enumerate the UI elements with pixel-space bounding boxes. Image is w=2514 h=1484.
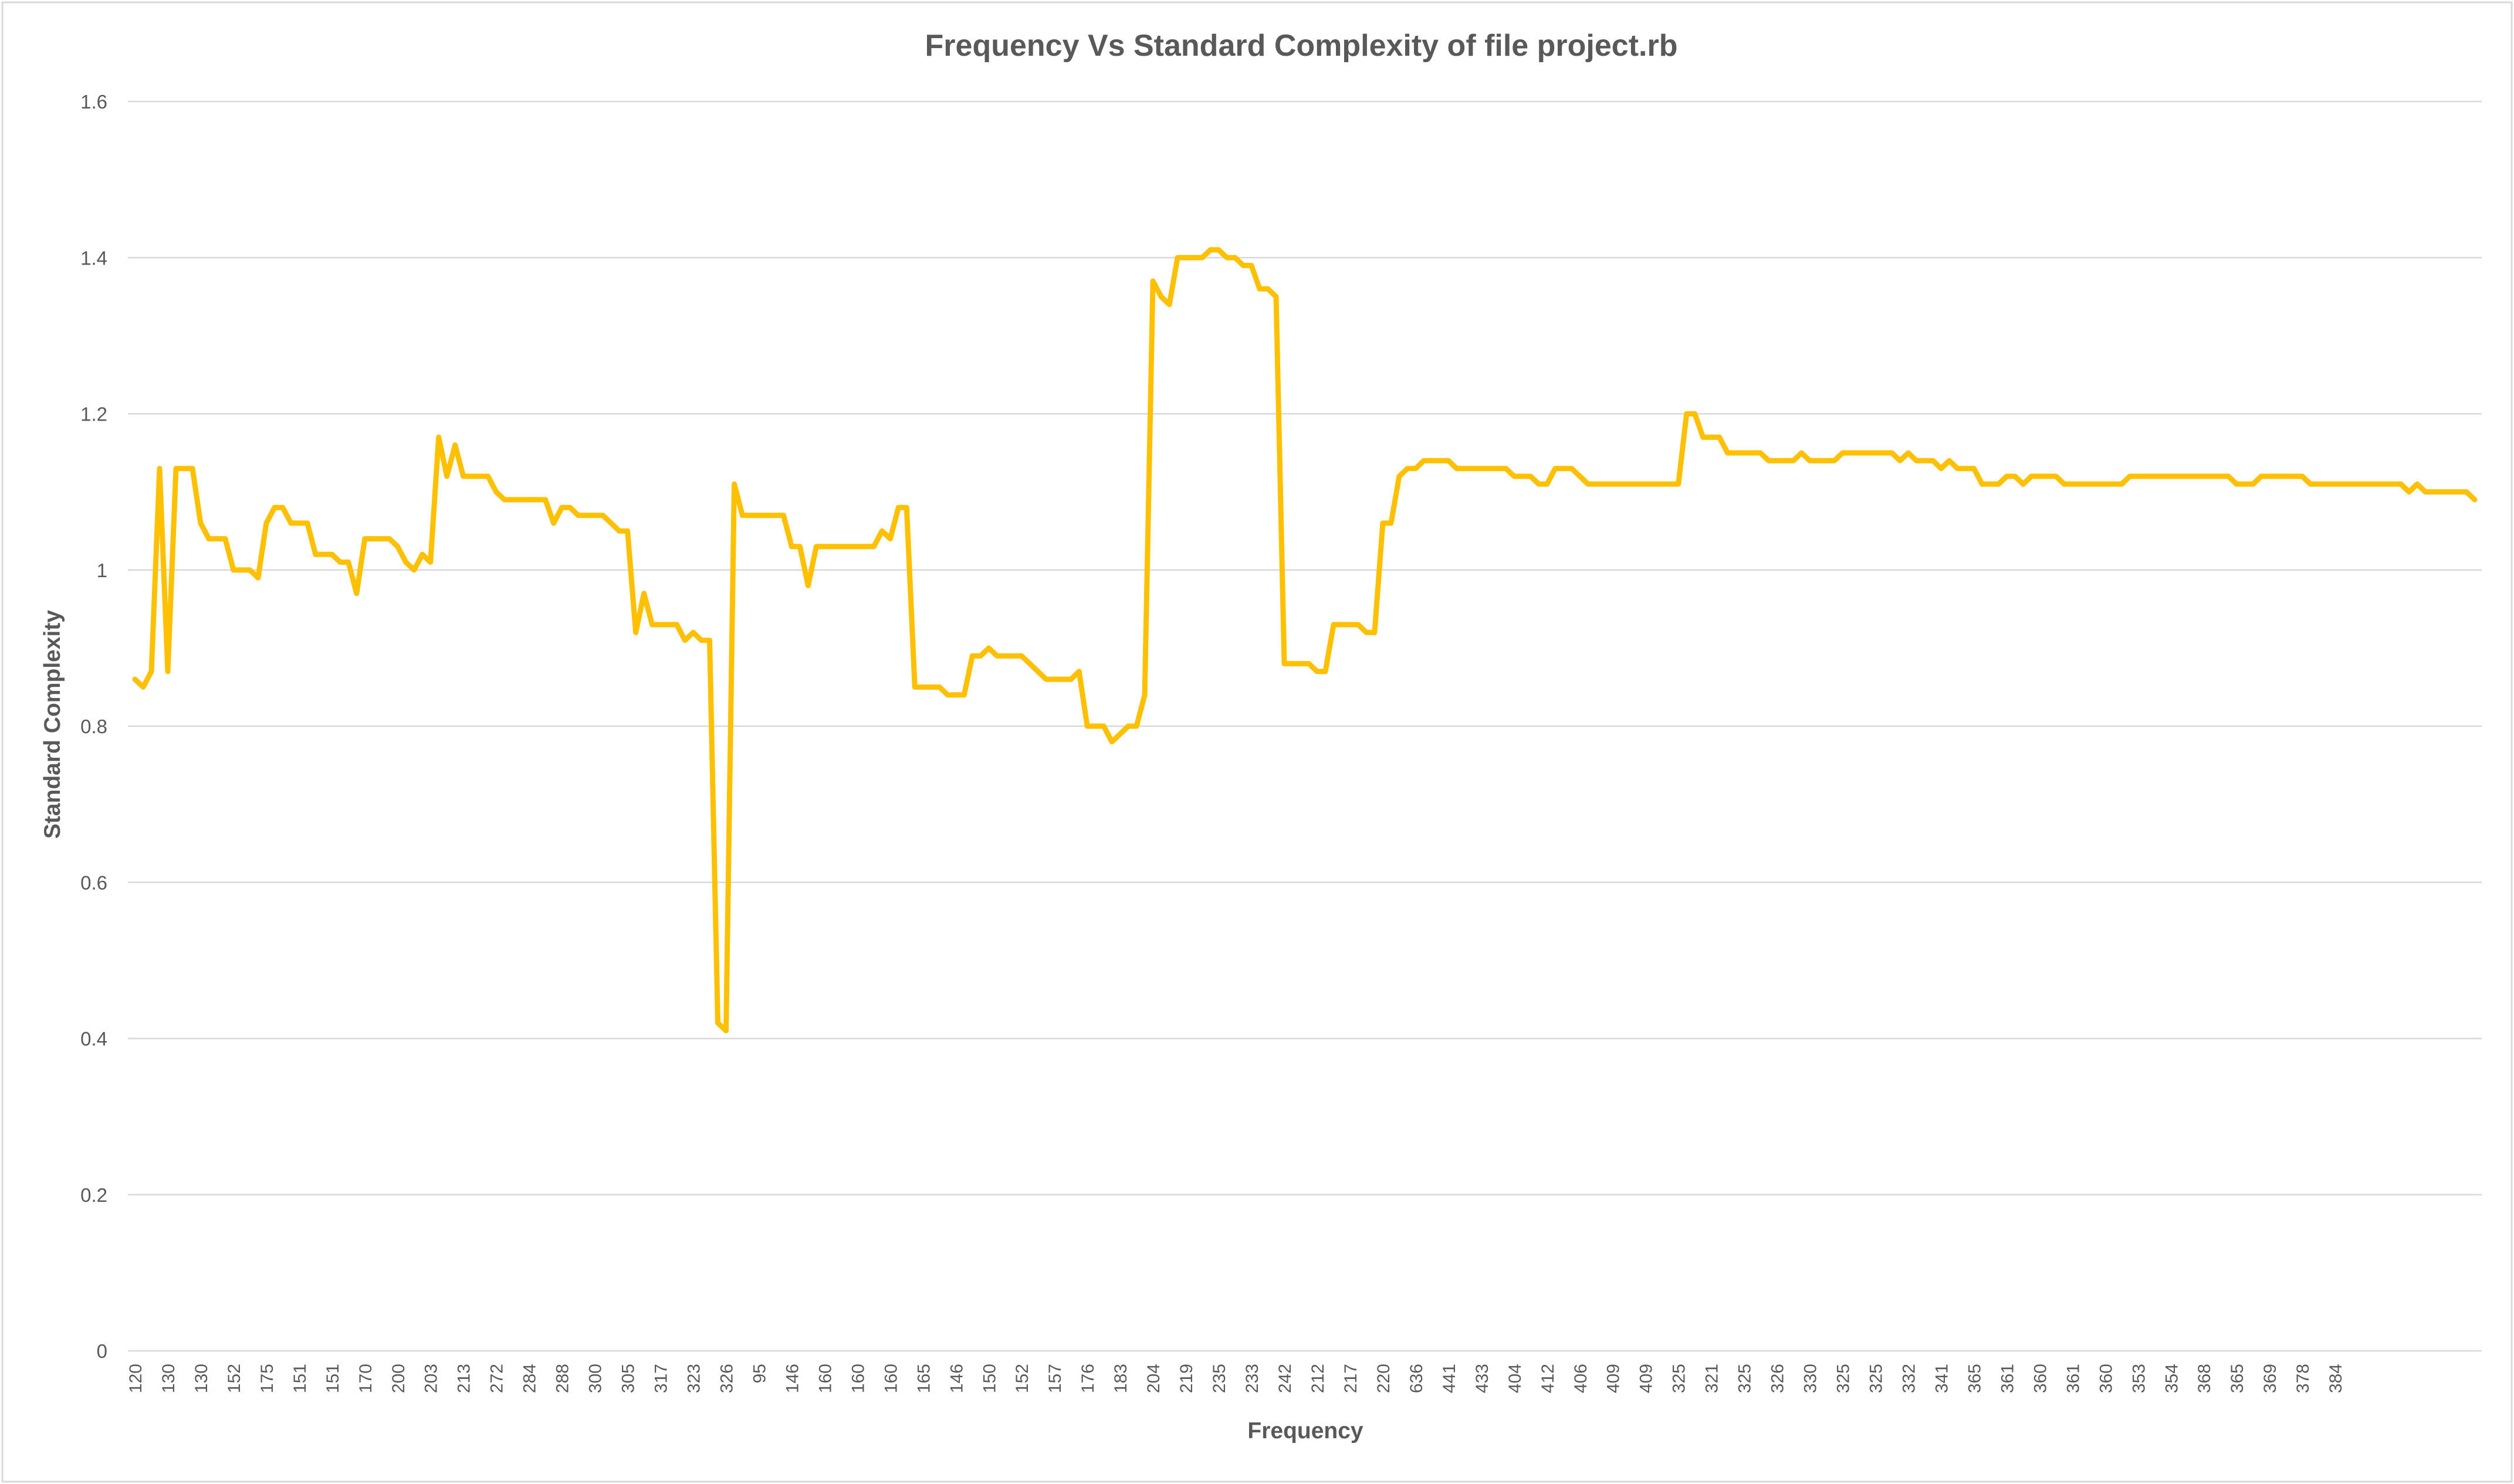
x-tick-label: 160 <box>848 1364 868 1393</box>
x-tick-label: 365 <box>2228 1364 2247 1393</box>
x-tick-label: 203 <box>422 1364 441 1393</box>
x-tick-label: 151 <box>323 1364 343 1393</box>
x-tick-label: 212 <box>1308 1364 1328 1393</box>
x-tick-label: 217 <box>1341 1364 1361 1393</box>
x-tick-label: 636 <box>1407 1364 1426 1393</box>
x-tick-label: 146 <box>783 1364 802 1393</box>
x-tick-label: 330 <box>1801 1364 1821 1393</box>
x-tick-label: 272 <box>488 1364 507 1393</box>
x-tick-label: 130 <box>192 1364 211 1393</box>
x-tick-label: 361 <box>1998 1364 2017 1393</box>
x-axis-tick-labels: 120 130 130 152 175 151 151 170 200 203 213 272 284 2… <box>126 1364 2346 1393</box>
x-tick-label: 360 <box>2031 1364 2050 1393</box>
x-tick-label: 160 <box>816 1364 835 1393</box>
x-tick-label: 361 <box>2063 1364 2083 1393</box>
x-tick-label: 165 <box>914 1364 933 1393</box>
x-tick-label: 204 <box>1144 1364 1163 1393</box>
y-axis-title: Standard Complexity <box>40 610 65 839</box>
y-tick-label: 0.2 <box>80 1184 107 1206</box>
y-tick-label: 1.6 <box>80 91 107 113</box>
x-tick-label: 409 <box>1604 1364 1623 1393</box>
x-tick-label: 369 <box>2261 1364 2280 1393</box>
x-tick-label: 365 <box>1965 1364 1984 1393</box>
x-tick-label: 284 <box>520 1364 540 1393</box>
x-tick-label: 368 <box>2195 1364 2214 1393</box>
x-tick-label: 242 <box>1275 1364 1295 1393</box>
series-layer <box>132 247 2478 1034</box>
y-tick-label: 1.4 <box>80 247 107 269</box>
x-tick-label: 384 <box>2326 1364 2346 1393</box>
x-tick-label: 152 <box>1013 1364 1032 1393</box>
y-tick-label: 1.2 <box>80 404 107 425</box>
x-tick-label: 325 <box>1834 1364 1853 1393</box>
gridlines <box>128 100 2482 1352</box>
x-tick-label: 233 <box>1243 1364 1262 1393</box>
x-tick-label: 404 <box>1505 1364 1525 1393</box>
x-tick-label: 332 <box>1900 1364 1919 1393</box>
y-tick-label: 0.8 <box>80 716 107 737</box>
x-tick-label: 341 <box>1933 1364 1952 1393</box>
x-tick-label: 323 <box>685 1364 704 1393</box>
x-tick-label: 200 <box>389 1364 408 1393</box>
x-tick-label: 220 <box>1374 1364 1393 1393</box>
x-tick-label: 360 <box>2096 1364 2116 1393</box>
x-tick-label: 175 <box>258 1364 277 1393</box>
x-tick-label: 409 <box>1637 1364 1656 1393</box>
y-tick-label: 1 <box>97 560 107 581</box>
x-tick-label: 235 <box>1210 1364 1229 1393</box>
y-tick-label: 0 <box>97 1340 107 1362</box>
x-tick-label: 300 <box>586 1364 605 1393</box>
y-tick-label: 0.4 <box>80 1028 107 1050</box>
x-tick-label: 353 <box>2129 1364 2148 1393</box>
x-tick-label: 160 <box>881 1364 901 1393</box>
x-tick-label: 213 <box>455 1364 474 1393</box>
series-line <box>132 247 2478 1034</box>
x-tick-label: 412 <box>1538 1364 1558 1393</box>
x-tick-label: 219 <box>1177 1364 1196 1393</box>
x-tick-label: 120 <box>126 1364 146 1393</box>
x-tick-label: 305 <box>619 1364 638 1393</box>
x-tick-label: 150 <box>980 1364 999 1393</box>
x-tick-label: 321 <box>1703 1364 1722 1393</box>
x-tick-label: 95 <box>750 1364 770 1383</box>
x-tick-label: 152 <box>225 1364 244 1393</box>
x-tick-label: 176 <box>1078 1364 1098 1393</box>
x-tick-label: 325 <box>1670 1364 1689 1393</box>
x-tick-label: 130 <box>159 1364 178 1393</box>
x-tick-label: 326 <box>718 1364 737 1393</box>
x-tick-label: 288 <box>553 1364 573 1393</box>
y-tick-label: 0.6 <box>80 872 107 893</box>
x-tick-label: 378 <box>2293 1364 2313 1393</box>
x-tick-label: 146 <box>947 1364 966 1393</box>
x-tick-label: 183 <box>1111 1364 1131 1393</box>
x-tick-label: 433 <box>1473 1364 1492 1393</box>
x-tick-label: 406 <box>1571 1364 1591 1393</box>
y-axis-tick-labels: 0 0.2 0.4 0.6 0.8 1 1.2 1.4 1.6 <box>80 91 107 1362</box>
x-tick-label: 325 <box>1735 1364 1755 1393</box>
x-tick-label: 325 <box>1867 1364 1886 1393</box>
x-tick-label: 317 <box>652 1364 671 1393</box>
x-tick-label: 441 <box>1440 1364 1459 1393</box>
x-tick-label: 354 <box>2162 1364 2181 1393</box>
x-tick-label: 170 <box>356 1364 375 1393</box>
x-tick-label: 157 <box>1045 1364 1065 1393</box>
x-tick-label: 326 <box>1768 1364 1788 1393</box>
chart-title: Frequency Vs Standard Complexity of file… <box>925 29 1678 63</box>
x-axis-title: Frequency <box>1247 1418 1363 1444</box>
x-tick-label: 151 <box>290 1364 310 1393</box>
